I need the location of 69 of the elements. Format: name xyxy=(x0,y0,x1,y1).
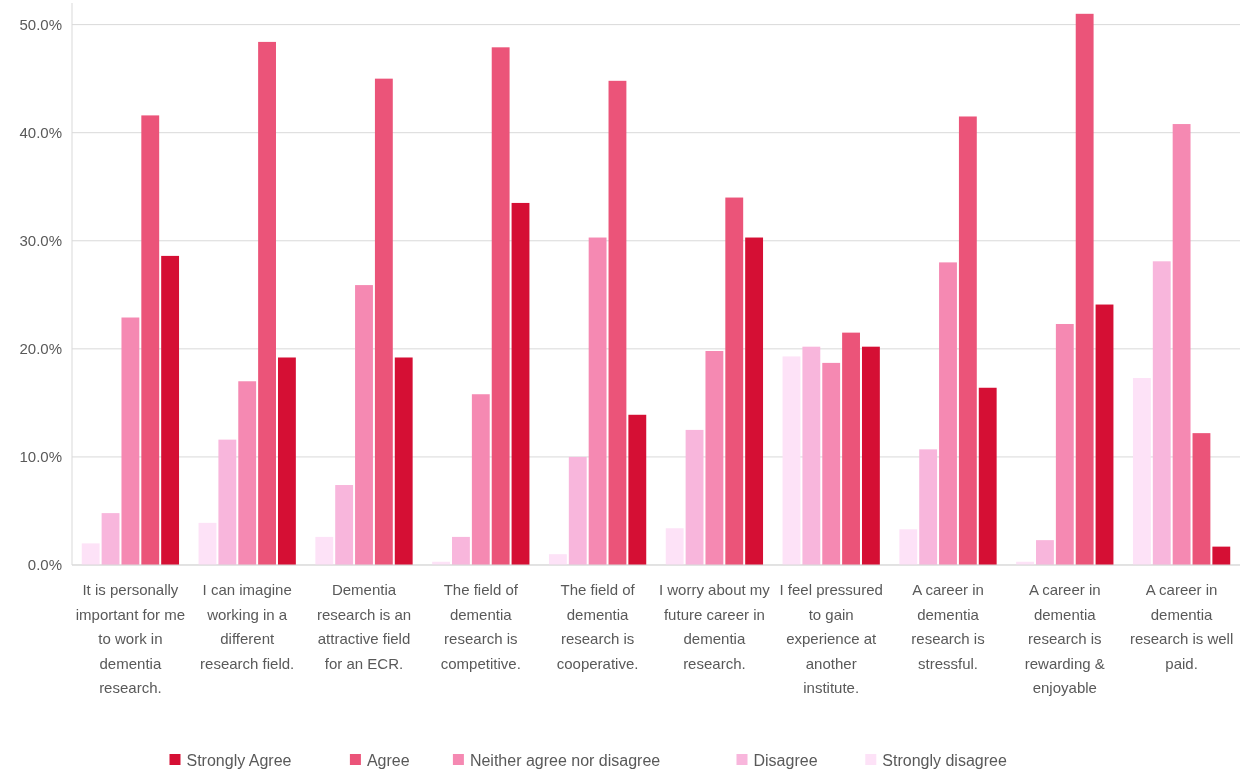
bar xyxy=(394,357,413,565)
y-tick-label: 10.0% xyxy=(19,448,62,466)
bar xyxy=(1095,304,1114,565)
legend-label: Disagree xyxy=(753,751,818,769)
y-tick-label: 30.0% xyxy=(19,232,62,250)
bar xyxy=(452,536,470,565)
bar xyxy=(1075,13,1094,565)
bar xyxy=(899,529,918,565)
bar xyxy=(374,78,393,565)
x-tick-label: Dementia research is an attractive field for an ECR. xyxy=(316,581,412,672)
bar xyxy=(588,237,607,565)
bar xyxy=(1036,540,1054,565)
bar xyxy=(141,115,160,565)
bar xyxy=(939,262,957,565)
bar xyxy=(745,237,764,565)
bar xyxy=(705,351,724,565)
y-tick-label: 50.0% xyxy=(19,15,62,33)
bar xyxy=(548,554,567,565)
bar xyxy=(161,255,180,565)
bar xyxy=(101,513,120,565)
bar xyxy=(355,285,373,565)
x-tick-label: A career in dementia research is rewarding & enjoyable xyxy=(1024,581,1105,696)
bar xyxy=(1152,261,1171,565)
bar xyxy=(1212,546,1231,565)
bar xyxy=(218,439,237,565)
x-tick-label: The field of dementia research is competitive. xyxy=(440,581,521,672)
bar xyxy=(919,449,938,565)
x-tick-label: I can imagine working in a different research field. xyxy=(200,581,295,672)
bar xyxy=(608,80,627,565)
x-tick-label: It is personally important for me to work in dementia research. xyxy=(75,581,186,696)
x-tick-label: A career in dementia research is well paid. xyxy=(1129,581,1234,672)
bar xyxy=(628,414,647,565)
bar xyxy=(822,362,841,565)
legend-label: Neither agree nor disagree xyxy=(469,751,661,769)
bar xyxy=(1172,124,1191,565)
bar xyxy=(1192,433,1211,565)
x-tick-label: I worry about my future career in dementia research. xyxy=(658,581,771,672)
bar xyxy=(315,536,334,565)
bar xyxy=(685,429,704,565)
legend-label: Strongly disagree xyxy=(882,751,1007,769)
bar xyxy=(842,332,860,565)
bar xyxy=(335,485,354,565)
y-tick-label: 40.0% xyxy=(19,123,62,141)
bar xyxy=(471,394,490,565)
y-tick-label: 20.0% xyxy=(19,340,62,358)
legend-label: Agree xyxy=(366,751,410,769)
bar xyxy=(1055,323,1074,565)
bar xyxy=(238,381,257,565)
x-tick-label: A career in dementia research is stressful. xyxy=(911,581,985,672)
legend-label: Strongly Agree xyxy=(186,751,292,769)
bar xyxy=(258,41,276,565)
bar xyxy=(121,317,140,565)
bar xyxy=(861,346,880,565)
bar xyxy=(725,197,744,565)
bar xyxy=(978,387,997,565)
bar xyxy=(568,456,587,565)
bar xyxy=(958,116,977,565)
bar xyxy=(491,47,510,565)
y-tick-label: 0.0% xyxy=(27,556,62,574)
bar xyxy=(81,543,100,565)
bar xyxy=(511,202,530,565)
bar xyxy=(277,357,296,565)
bar xyxy=(665,528,684,565)
bar xyxy=(782,356,801,565)
bar xyxy=(198,522,217,565)
bar xyxy=(1132,378,1151,565)
bar xyxy=(802,346,821,565)
x-tick-label: The field of dementia research is cooperative. xyxy=(556,581,639,672)
x-tick-label: I feel pressured to gain experience at another institute. xyxy=(779,581,883,696)
